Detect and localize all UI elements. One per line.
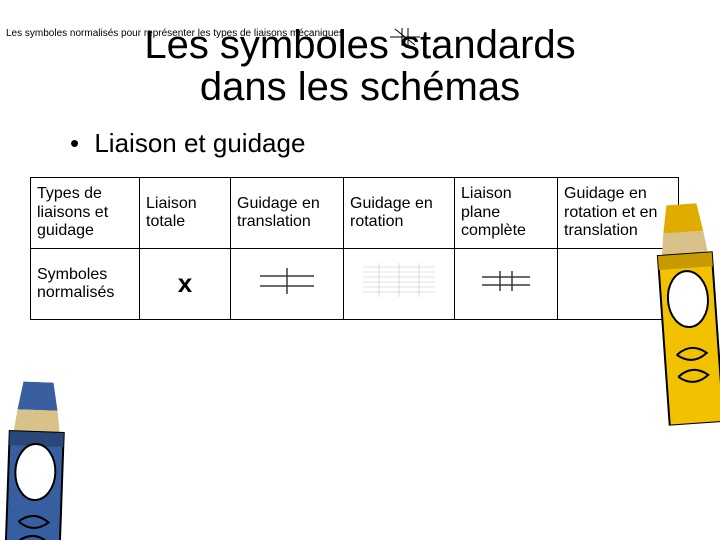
cell-symbol-translation <box>231 249 344 320</box>
cell-symbol-rotation <box>344 249 455 320</box>
table-row: Types de liaisons et guidage Liaison tot… <box>31 178 679 249</box>
cell-types-header: Types de liaisons et guidage <box>31 178 140 249</box>
bullet-dot-icon: • <box>70 128 79 159</box>
translation-symbol-icon <box>252 266 322 296</box>
bullet-heading: • Liaison et guidage <box>70 128 720 159</box>
table-row: Symboles normalisés x <box>31 249 679 320</box>
plane-symbol-icon <box>476 267 536 295</box>
title-line-2: dans les schémas <box>200 65 520 109</box>
cell-symbols-header: Symboles normalisés <box>31 249 140 320</box>
cell-guidage-translation: Guidage en translation <box>231 178 344 249</box>
cell-symbol-plane <box>455 249 558 320</box>
crayon-blue-icon <box>0 380 83 540</box>
symbols-table: Types de liaisons et guidage Liaison tot… <box>30 177 679 320</box>
decoration-top-symbol <box>388 26 422 48</box>
cell-symbol-x: x <box>140 249 231 320</box>
x-icon: x <box>178 268 192 298</box>
cell-guidage-rotation: Guidage en rotation <box>344 178 455 249</box>
rotation-symbol-icon <box>359 261 439 301</box>
cell-liaison-plane: Liaison plane complète <box>455 178 558 249</box>
top-caption: Les symboles normalisés pour représenter… <box>6 28 344 39</box>
bullet-text: Liaison et guidage <box>94 128 305 158</box>
cell-liaison-totale: Liaison totale <box>140 178 231 249</box>
crayon-yellow-icon <box>636 201 720 427</box>
